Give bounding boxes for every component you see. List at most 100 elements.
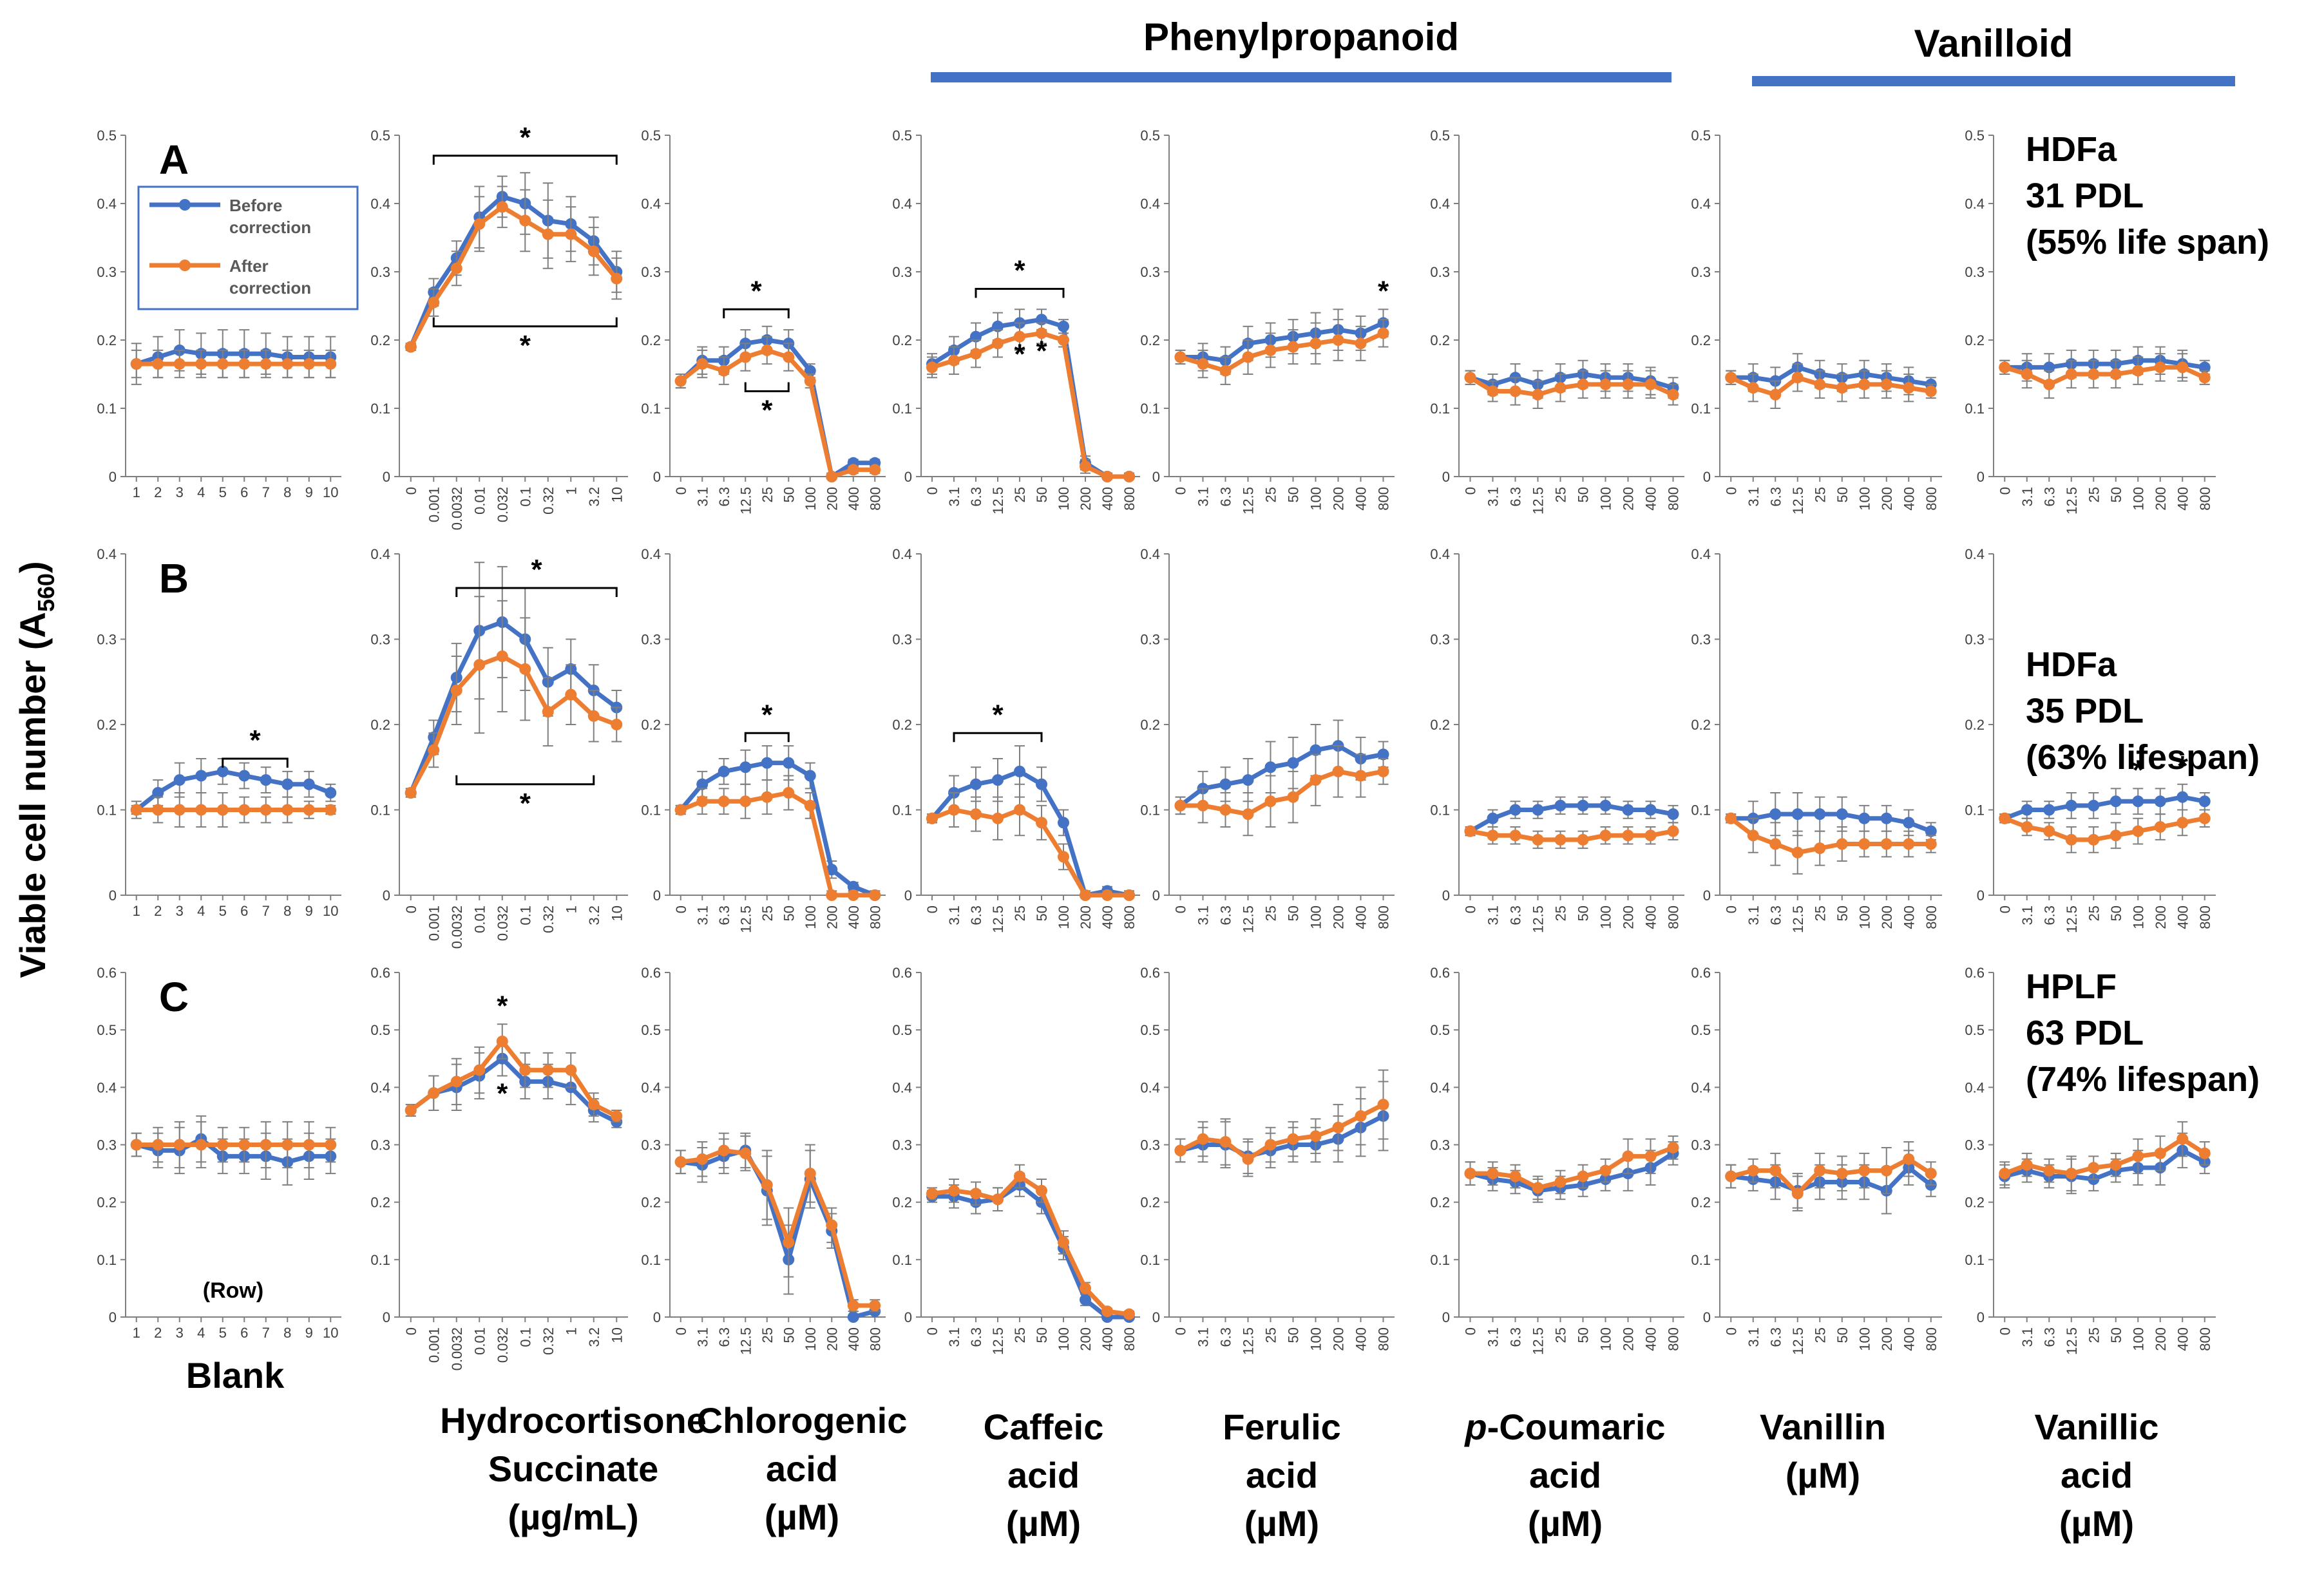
- data-point-after: [281, 1139, 294, 1151]
- y-tick-label: 0: [904, 887, 912, 904]
- y-tick-label: 0.2: [892, 1195, 912, 1211]
- cell-label-line: 63 PDL: [2026, 1014, 2144, 1052]
- data-point-after: [2043, 1164, 2055, 1177]
- data-point-after: [2065, 368, 2077, 380]
- x-tick-label: 400: [1353, 1327, 1369, 1351]
- x-tick-label: 100: [1598, 487, 1614, 511]
- series-line-before: [135, 348, 331, 366]
- y-tick-label: 0.5: [1140, 128, 1160, 144]
- significance-bracket: [953, 732, 1043, 743]
- x-tick-label: 6.3: [1767, 906, 1784, 925]
- data-point-after: [1814, 842, 1826, 855]
- data-point-after: [1058, 334, 1069, 346]
- x-tick-label: 200: [1078, 1327, 1094, 1351]
- x-tick-label: 3.2: [586, 487, 602, 507]
- data-point-after: [2088, 833, 2100, 846]
- data-point-after: [152, 1139, 164, 1151]
- data-point-after: [1858, 1164, 1871, 1177]
- data-point-after: [926, 1188, 938, 1200]
- data-point-before: [2132, 795, 2144, 808]
- data-point-after: [238, 1139, 251, 1151]
- y-tick-label: 0: [109, 1309, 117, 1325]
- column-title-line: (µg/mL): [508, 1497, 638, 1537]
- x-tick-label: 3: [176, 484, 184, 500]
- column-title-line: (µM): [1786, 1455, 1860, 1495]
- data-point-after: [303, 804, 315, 816]
- data-point-after: [718, 365, 730, 377]
- y-tick-label: 0.4: [1691, 1079, 1711, 1095]
- data-point-after: [1101, 1305, 1113, 1318]
- significance-asterisk: *: [761, 395, 773, 426]
- data-point-after: [1464, 1168, 1476, 1180]
- significance-asterisk: *: [1378, 275, 1389, 307]
- y-tick-label: 0.3: [1691, 1137, 1711, 1153]
- x-tick-label: 100: [1856, 906, 1872, 929]
- column-title-line: Blank: [186, 1355, 285, 1396]
- data-point-before: [1014, 765, 1025, 777]
- subplot-A-7: 0 0.1 0.2 0.3 0.4 0.5 0 3.1 6.3 12.5 25 50 100 200 400…: [1691, 128, 1942, 515]
- y-tick-label: 0: [904, 1309, 912, 1325]
- x-tick-label: 3: [176, 903, 184, 919]
- y-tick-label: 0.5: [892, 128, 912, 144]
- y-tick-label: 0.4: [1430, 546, 1450, 562]
- y-tick-label: 0.3: [892, 264, 912, 280]
- y-tick-label: 0: [1442, 469, 1450, 485]
- subplot-C-4: 0 0.1 0.2 0.3 0.4 0.5 0.6 0 3.1 6.3 12.5 25 50 100 200…: [892, 965, 1140, 1355]
- x-tick-label: 6.3: [2041, 906, 2057, 925]
- y-tick-label: 0.1: [97, 1252, 117, 1268]
- data-point-after: [847, 889, 859, 901]
- data-point-after: [948, 804, 960, 816]
- x-tick-label: 200: [1621, 487, 1637, 511]
- y-tick-label: 0.2: [1965, 1195, 1985, 1211]
- y-tick-label: 0.3: [1430, 264, 1450, 280]
- data-point-before: [739, 761, 752, 773]
- x-tick-label: 3.1: [1485, 906, 1501, 925]
- plot-area: 00.10.20.30.40.51 2 3 4 5 6 7 8 9 1000.10.20.30.4…: [97, 122, 2216, 1370]
- y-tick-label: 0.6: [1140, 965, 1160, 981]
- x-tick-label: 6.3: [1767, 487, 1784, 507]
- y-tick-label: 0: [109, 887, 117, 904]
- x-tick-label: 3.1: [1485, 1327, 1501, 1347]
- y-tick-label: 0: [1442, 1309, 1450, 1325]
- series-line-before: [135, 769, 332, 812]
- y-tick-label: 0.2: [370, 1195, 390, 1211]
- x-tick-label: 0: [403, 906, 419, 913]
- significance-asterisk: *: [761, 699, 773, 730]
- x-tick-label: 400: [1643, 487, 1659, 511]
- y-tick-label: 0.3: [97, 264, 117, 280]
- data-point-after: [405, 341, 417, 353]
- data-point-before: [696, 778, 709, 790]
- y-tick-label: 0.2: [1691, 717, 1711, 733]
- x-tick-label: 0: [924, 487, 940, 495]
- x-tick-label: 800: [1923, 487, 1939, 511]
- x-tick-label: 400: [846, 1327, 862, 1351]
- x-tick-label: 0.01: [471, 1327, 488, 1355]
- x-tick-label: 0.32: [540, 1327, 557, 1355]
- data-point-after: [739, 351, 752, 363]
- x-tick-label: 0.001: [426, 906, 442, 941]
- x-tick-label: 400: [1901, 1327, 1917, 1351]
- data-point-after: [761, 344, 773, 356]
- data-point-after: [2043, 825, 2055, 837]
- data-point-before: [1080, 1294, 1091, 1306]
- x-tick-label: 10: [609, 487, 625, 502]
- y-tick-label: 0.1: [1965, 401, 1985, 417]
- y-tick-label: 0: [109, 469, 117, 485]
- data-point-after: [970, 348, 982, 360]
- data-point-after: [1509, 1170, 1521, 1182]
- significance-bracket: [432, 317, 618, 328]
- series-line-before: [680, 1148, 876, 1320]
- y-tick-label: 0.3: [1140, 264, 1160, 280]
- subplot-B-2: 0 0.1 0.2 0.3 0.4 0 0.001 0.0032 0.01 0.032 0.1 0.3…: [370, 546, 628, 949]
- data-point-after: [1487, 1168, 1499, 1180]
- y-tick-label: 0.1: [1140, 1252, 1160, 1268]
- y-tick-label: 0.5: [1430, 128, 1450, 144]
- y-tick-label: 0.3: [1691, 632, 1711, 648]
- data-point-before: [2154, 795, 2166, 808]
- data-point-after: [405, 787, 417, 799]
- data-point-before: [1058, 320, 1069, 332]
- data-point-after: [1725, 812, 1737, 824]
- data-point-after: [428, 296, 440, 308]
- data-point-after: [2132, 1150, 2144, 1162]
